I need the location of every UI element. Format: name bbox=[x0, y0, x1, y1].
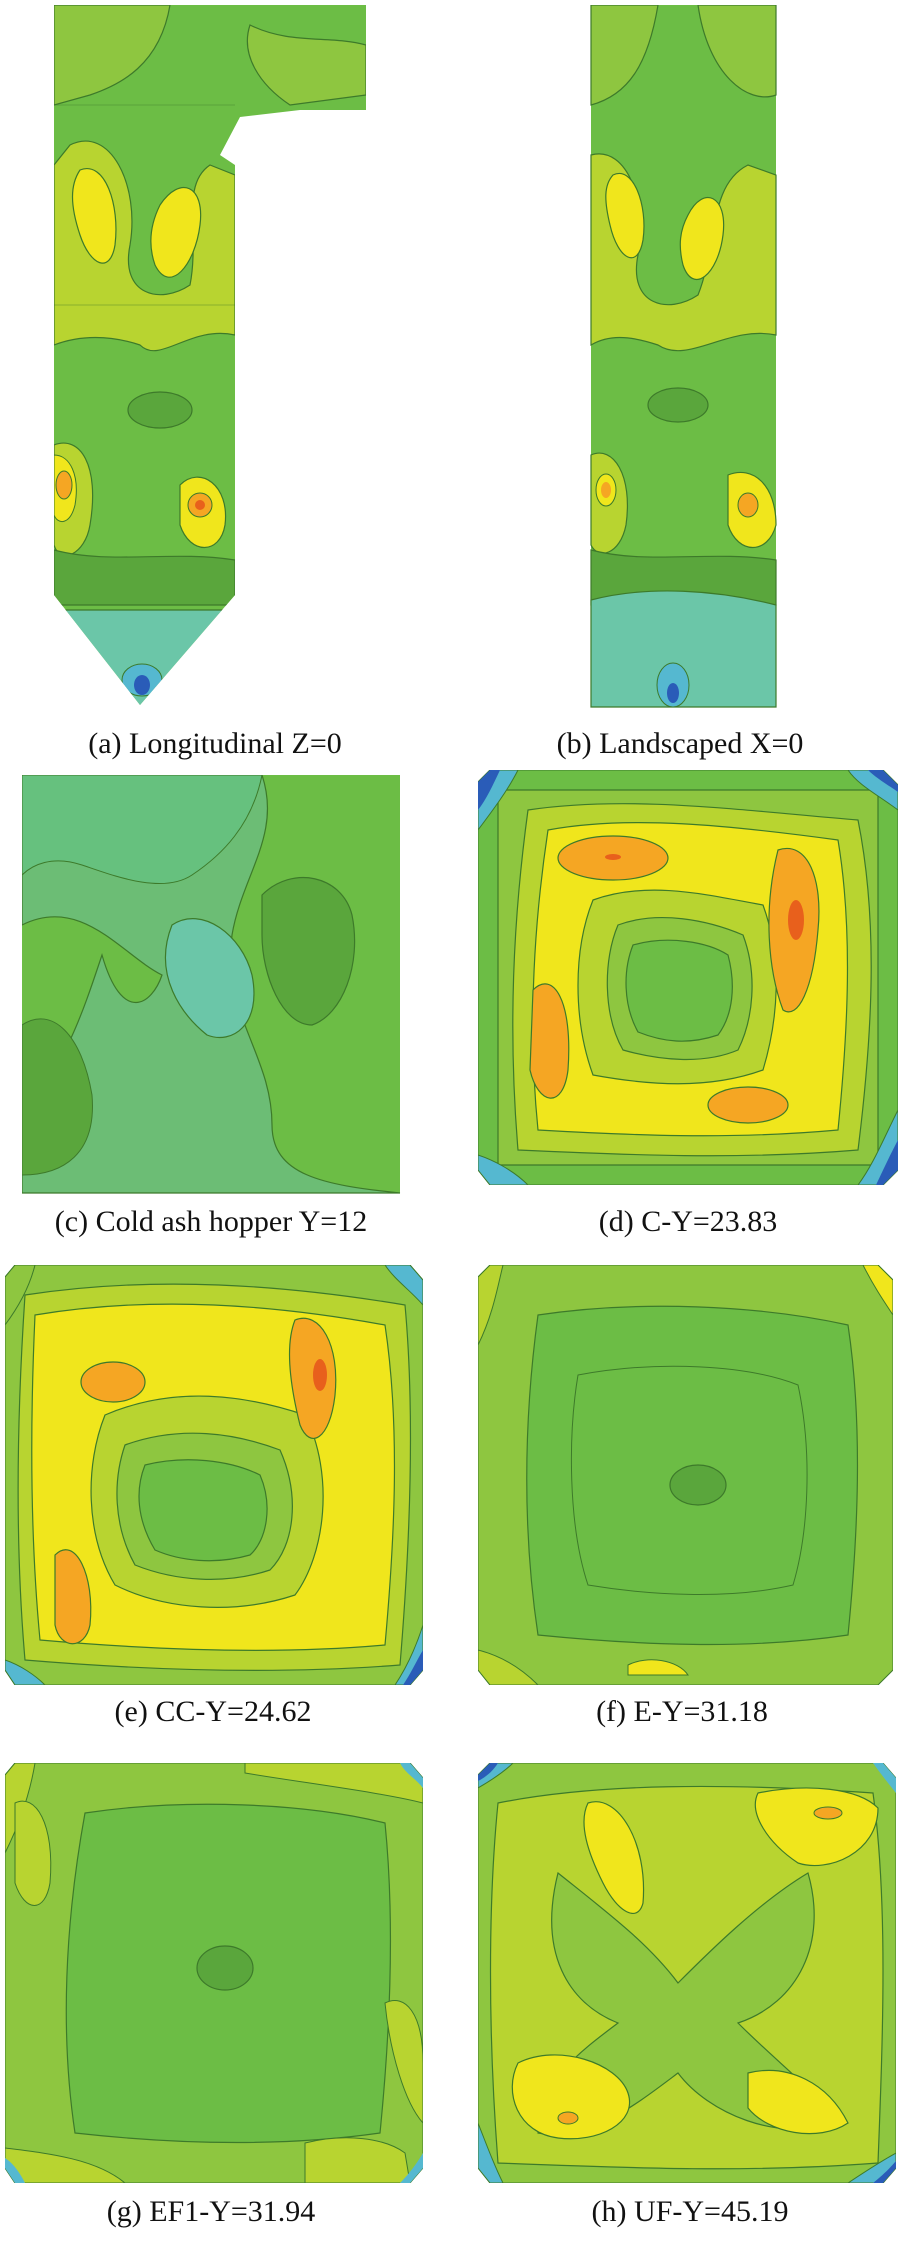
caption-h: (h) UF-Y=45.19 bbox=[591, 2195, 789, 2228]
panel-g-core bbox=[196, 1945, 254, 1991]
caption-f: (f) E-Y=31.18 bbox=[596, 1695, 768, 1728]
caption-c: (c) Cold ash hopper Y=12 bbox=[54, 1205, 368, 1238]
caption-a: (a) Longitudinal Z=0 bbox=[88, 727, 342, 760]
panel-a-longitudinal bbox=[50, 5, 380, 715]
panel-d-c-y bbox=[478, 770, 898, 1185]
caption-e: (e) CC-Y=24.62 bbox=[114, 1695, 312, 1728]
panel-b-core bbox=[647, 387, 709, 423]
caption-g: (g) EF1-Y=31.94 bbox=[106, 2195, 316, 2228]
panel-a-core bbox=[127, 391, 193, 429]
panel-f-core bbox=[669, 1464, 727, 1506]
caption-b: (b) Landscaped X=0 bbox=[556, 727, 804, 760]
panel-c-cold-ash-hopper bbox=[22, 775, 402, 1195]
panel-c-core bbox=[164, 918, 255, 1039]
panel-h-uf-y bbox=[478, 1763, 896, 2183]
panel-g-ef1-y bbox=[5, 1763, 423, 2183]
panel-f-e-y bbox=[478, 1265, 893, 1685]
panel-a-field bbox=[54, 5, 366, 705]
panel-e-cc-y bbox=[5, 1265, 423, 1685]
panel-b-landscaped bbox=[588, 5, 778, 710]
caption-d: (d) C-Y=23.83 bbox=[598, 1205, 778, 1238]
